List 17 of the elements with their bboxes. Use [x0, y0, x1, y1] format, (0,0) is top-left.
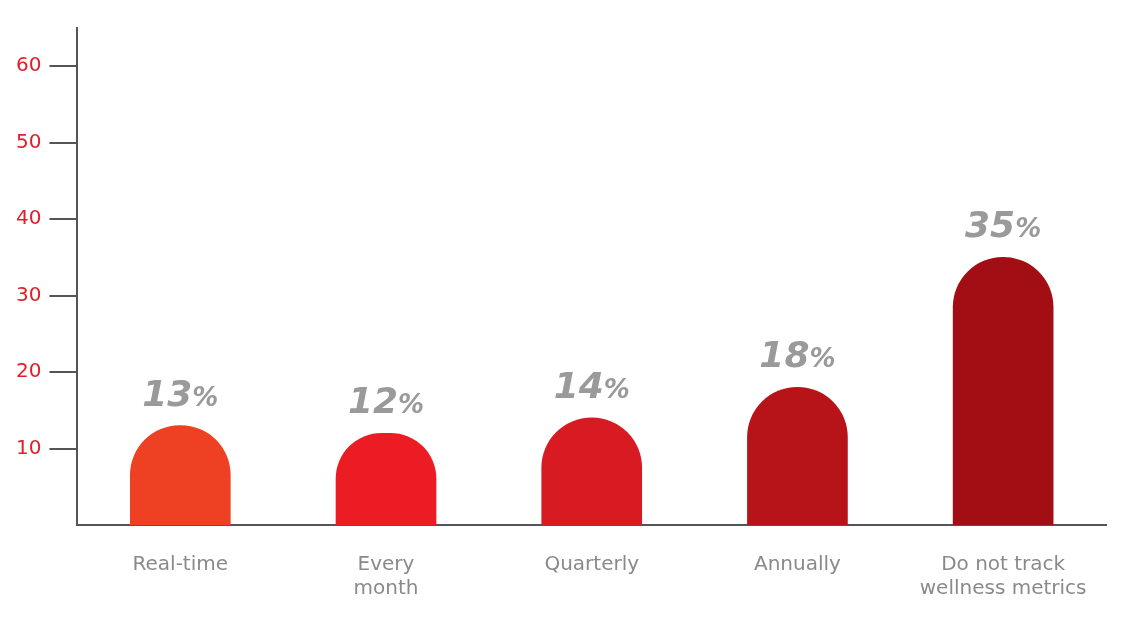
x-tick-label: Quarterly	[544, 551, 640, 576]
x-tick-label: Annually	[753, 551, 842, 576]
data-label: 14%	[553, 364, 630, 406]
y-tick-label: 50	[16, 128, 42, 153]
data-label: 13%	[142, 372, 219, 414]
x-tick-label: Real-time	[132, 551, 229, 576]
y-tick-label: 40	[16, 205, 42, 230]
data-label: 12%	[347, 380, 425, 422]
y-tick-label: 30	[16, 281, 42, 306]
data-label: 35%	[965, 204, 1042, 246]
y-tick-label: 10	[16, 434, 42, 459]
x-tick-label: Every month	[353, 551, 419, 600]
x-tick-label: Do not track wellness metrics	[919, 551, 1087, 600]
y-tick-label: 60	[16, 52, 42, 77]
data-label: 18%	[759, 334, 836, 376]
y-tick-label: 20	[16, 358, 42, 383]
bar	[952, 257, 1054, 525]
